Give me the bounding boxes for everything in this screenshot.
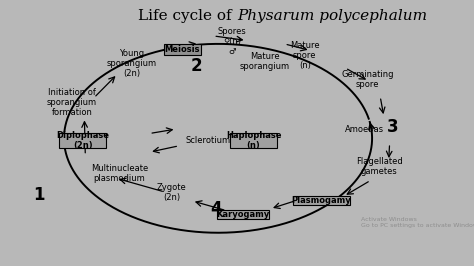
Text: Life cycle of: Life cycle of xyxy=(138,9,237,23)
Text: Initiation of
sporangium
formation: Initiation of sporangium formation xyxy=(47,88,97,117)
Text: Karyogamy: Karyogamy xyxy=(217,210,270,219)
Text: Germinating
spore: Germinating spore xyxy=(341,70,393,89)
Text: Mature
sporangium: Mature sporangium xyxy=(239,52,290,71)
FancyBboxPatch shape xyxy=(164,44,201,55)
Text: Physarum polycephalum: Physarum polycephalum xyxy=(237,9,427,23)
Text: Plasmogamy: Plasmogamy xyxy=(292,196,351,205)
Text: Mature
spore
(n): Mature spore (n) xyxy=(290,41,319,70)
Text: Meiosis: Meiosis xyxy=(165,45,200,54)
FancyBboxPatch shape xyxy=(60,133,106,148)
FancyBboxPatch shape xyxy=(293,196,350,205)
Text: Spores
♀(n)
♂: Spores ♀(n) ♂ xyxy=(218,27,246,56)
Text: Activate Windows
Go to PC settings to activate Windows.: Activate Windows Go to PC settings to ac… xyxy=(361,217,474,228)
Text: Zygote
(2n): Zygote (2n) xyxy=(157,182,186,202)
Text: Sclerotium: Sclerotium xyxy=(185,136,230,146)
Text: Flagellated
gametes: Flagellated gametes xyxy=(356,157,402,176)
Text: Haplophase
(n): Haplophase (n) xyxy=(226,131,282,150)
FancyBboxPatch shape xyxy=(217,210,269,219)
Text: 3: 3 xyxy=(387,118,398,136)
FancyBboxPatch shape xyxy=(230,133,277,148)
Text: Young
sporangium
(2n): Young sporangium (2n) xyxy=(107,49,157,78)
Text: Diplophase
(2n): Diplophase (2n) xyxy=(56,131,109,150)
Text: 2: 2 xyxy=(191,57,202,75)
Text: 1: 1 xyxy=(33,186,45,204)
Text: Amoebas: Amoebas xyxy=(345,124,383,134)
Text: Multinucleate
plasmodium: Multinucleate plasmodium xyxy=(91,164,148,183)
Text: 4: 4 xyxy=(210,200,221,218)
